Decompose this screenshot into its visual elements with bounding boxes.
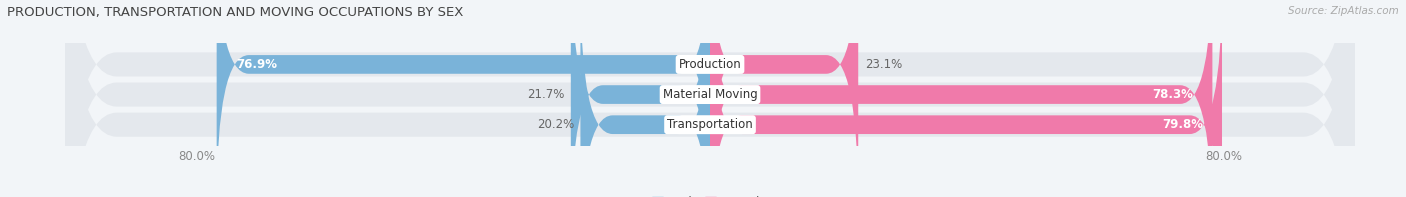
FancyBboxPatch shape (217, 0, 710, 197)
FancyBboxPatch shape (710, 0, 858, 197)
Legend: Male, Female: Male, Female (648, 191, 772, 197)
FancyBboxPatch shape (710, 0, 1222, 197)
Text: PRODUCTION, TRANSPORTATION AND MOVING OCCUPATIONS BY SEX: PRODUCTION, TRANSPORTATION AND MOVING OC… (7, 6, 464, 19)
Text: Material Moving: Material Moving (662, 88, 758, 101)
FancyBboxPatch shape (65, 0, 1355, 197)
Text: 23.1%: 23.1% (865, 58, 901, 71)
Text: Source: ZipAtlas.com: Source: ZipAtlas.com (1288, 6, 1399, 16)
Text: Transportation: Transportation (668, 118, 752, 131)
FancyBboxPatch shape (65, 0, 1355, 197)
FancyBboxPatch shape (65, 0, 1355, 197)
Text: 21.7%: 21.7% (527, 88, 564, 101)
FancyBboxPatch shape (710, 0, 1212, 197)
FancyBboxPatch shape (581, 0, 710, 197)
Text: 79.8%: 79.8% (1161, 118, 1202, 131)
FancyBboxPatch shape (571, 0, 710, 197)
Text: 20.2%: 20.2% (537, 118, 574, 131)
Text: Production: Production (679, 58, 741, 71)
Text: 76.9%: 76.9% (236, 58, 277, 71)
Text: 78.3%: 78.3% (1153, 88, 1194, 101)
